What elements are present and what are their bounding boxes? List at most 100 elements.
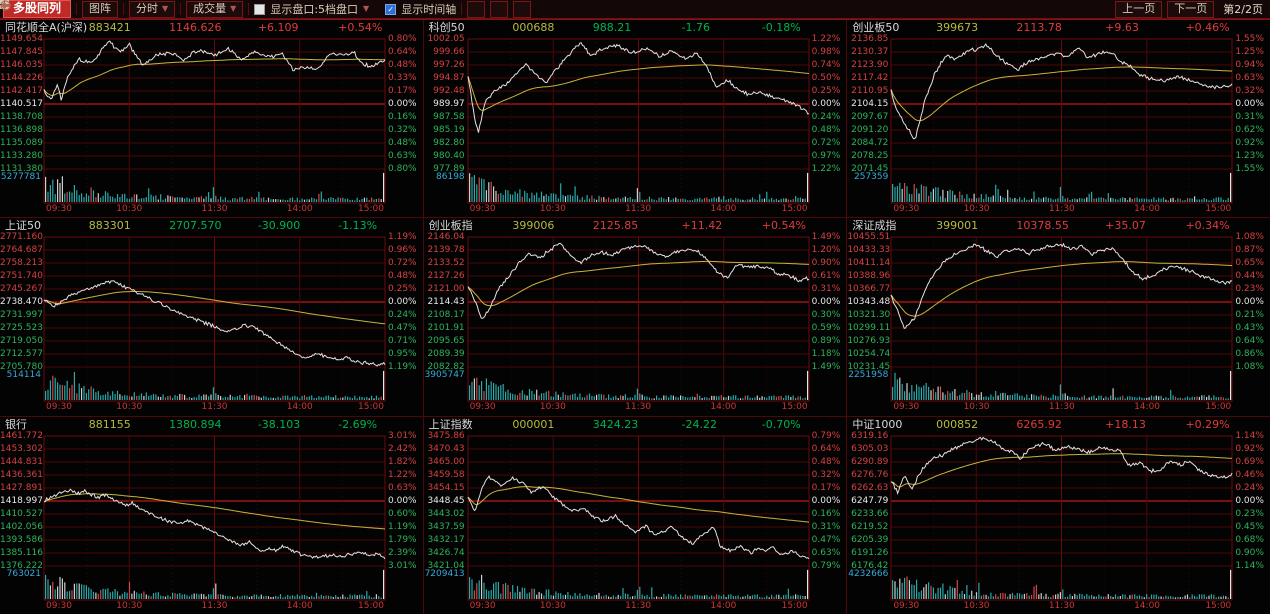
percent-axis-label: 0.59% <box>811 323 841 334</box>
percent-axis-label: 1.19% <box>388 362 417 373</box>
zoom-in-button[interactable] <box>0 0 486 18</box>
percent-axis-label: 0.79% <box>811 430 841 441</box>
percent-axis-label: 0.69% <box>1235 456 1264 467</box>
time-axis-label: 14:00 <box>1134 402 1161 413</box>
price-axis-label: 2101.91 <box>427 323 465 334</box>
price-axis-label: 2091.20 <box>851 125 889 135</box>
app-mode-button[interactable]: 多股同列 <box>3 0 72 18</box>
intraday-chart[interactable]: 2771.160 2764.687 2758.213 2751.740 2745.267… <box>0 218 423 415</box>
price-axis-label: 1135.089 <box>0 138 43 148</box>
price-axis-label: 1453.302 <box>0 443 43 454</box>
time-axis-label: 11:30 <box>625 204 652 214</box>
percent-axis-label: 1.23% <box>1235 151 1264 161</box>
intraday-chart[interactable]: 2146.04 2139.78 2133.52 2127.26 2121.00 2114.… <box>424 218 847 415</box>
percent-axis-label: 0.21% <box>1235 310 1264 321</box>
period-dropdown[interactable]: 分时 ▼ <box>129 0 176 18</box>
grid-layout-label: 图阵 <box>89 2 112 15</box>
percent-axis-label: 0.96% <box>388 245 417 256</box>
percent-axis-label: 0.95% <box>388 349 417 360</box>
orderbook-checkbox[interactable] <box>254 3 266 15</box>
percent-axis-label: 0.65% <box>1235 258 1264 269</box>
stock-panel[interactable]: 同花顺全A(沪深) 883421 1146.626 +6.109 +0.54% … <box>0 20 423 218</box>
price-axis-label: 1385.116 <box>0 547 43 558</box>
percent-axis-label: 1.49% <box>811 362 841 373</box>
stock-panel[interactable]: 上证指数 000001 3424.23 -24.22 -0.70% 3475.8… <box>423 416 847 614</box>
percent-axis-label: 0.25% <box>811 86 841 96</box>
percent-axis-label: 0.92% <box>1235 138 1264 148</box>
percent-axis-label: 3.01% <box>388 430 417 441</box>
next-page-button[interactable]: 下一页 <box>1167 0 1215 18</box>
toolbar: 多股同列 图阵 分时 ▼ 成交量 ▼ 显示盘口:5档盘口 ▼ ✓ 显示时间轴 上… <box>0 0 1270 19</box>
price-axis-label: 2123.90 <box>851 60 889 70</box>
time-axis-label: 14:00 <box>710 402 737 413</box>
percent-axis-label: 1.22% <box>388 469 417 480</box>
intraday-chart[interactable]: 1149.654 1147.845 1146.035 1144.226 1142.417… <box>0 20 423 217</box>
undo-arrow-icon <box>1 1 10 10</box>
time-axis-label: 14:00 <box>286 204 313 214</box>
chevron-down-icon[interactable]: ▼ <box>363 4 370 13</box>
prev-close-label: 1140.517 <box>0 99 43 109</box>
time-axis-label: 11:30 <box>201 600 228 611</box>
intraday-chart[interactable]: 2136.85 2130.37 2123.90 2117.42 2110.95 2104.… <box>847 20 1270 217</box>
percent-axis-label: 0.89% <box>811 336 841 347</box>
percent-axis-label: 0.31% <box>811 521 841 532</box>
price-axis-label: 6191.26 <box>851 547 889 558</box>
stock-panel[interactable]: 上证50 883301 2707.570 -30.900 -1.13% 2771… <box>0 218 423 416</box>
stock-name: 上证指数 <box>428 417 473 431</box>
price-axis-label: 10254.74 <box>847 349 891 360</box>
indicator-dropdown[interactable]: 成交量 ▼ <box>186 0 244 18</box>
stock-price: 2113.78 <box>1016 21 1062 34</box>
intraday-chart[interactable]: 1002.05 999.66 997.26 994.87 992.48 989.97 987… <box>424 20 847 217</box>
timeaxis-checkbox[interactable]: ✓ <box>385 3 397 15</box>
price-axis-label: 2705.780 <box>0 362 43 373</box>
percent-axis-label: 0.32% <box>811 469 841 480</box>
stock-panel[interactable]: 科创50 000688 988.21 -1.76 -0.18% 1002.05 9… <box>423 20 847 218</box>
stock-change: +11.42 <box>681 219 723 233</box>
stock-panel[interactable]: 中证1000 000852 6265.92 +18.13 +0.29% 6319… <box>847 416 1270 614</box>
stock-panel[interactable]: 深证成指 399001 10378.55 +35.07 +0.34% 10455… <box>847 218 1270 416</box>
price-axis-label: 982.80 <box>433 138 465 148</box>
price-axis-label: 6233.66 <box>851 508 889 519</box>
volume-value-label: 2251958 <box>848 370 889 381</box>
time-axis-label: 11:30 <box>201 402 228 413</box>
stock-price: 3424.23 <box>592 417 639 431</box>
intraday-chart[interactable]: 1461.772 1453.302 1444.831 1436.361 1427.891… <box>0 417 423 614</box>
stock-panel[interactable]: 创业板指 399006 2125.85 +11.42 +0.54% 2146.0… <box>423 218 847 416</box>
zoom-out-button[interactable] <box>0 0 509 18</box>
percent-axis-label: 0.00% <box>811 99 841 109</box>
stock-panel[interactable]: 创业板50 399673 2113.78 +9.63 +0.46% 2136.8… <box>847 20 1270 218</box>
price-axis-label: 6290.89 <box>851 456 889 467</box>
panel-header: 上证50 883301 2707.570 -30.900 -1.13% <box>0 218 423 233</box>
percent-axis-label: 0.33% <box>388 73 417 83</box>
chart-canvas <box>467 435 810 601</box>
page-indicator: 第2/2页 <box>1223 3 1263 16</box>
intraday-chart[interactable]: 6319.16 6305.03 6290.89 6276.76 6262.63 6247.… <box>847 417 1270 614</box>
percent-axis-label: 1.14% <box>1235 560 1264 571</box>
intraday-chart[interactable]: 10455.51 10433.33 10411.14 10388.96 10366.77… <box>847 218 1270 415</box>
undo-button[interactable] <box>1 0 532 18</box>
stock-change-pct: -2.69% <box>338 417 378 431</box>
panel-header: 中证1000 000852 6265.92 +18.13 +0.29% <box>847 417 1270 432</box>
prev-page-button[interactable]: 上一页 <box>1115 0 1163 18</box>
time-axis-label: 14:00 <box>710 600 737 611</box>
time-axis-label: 09:30 <box>893 204 920 214</box>
price-axis-label: 985.19 <box>433 125 465 135</box>
percent-axis-label: 1.55% <box>1235 164 1264 174</box>
grid-layout-button[interactable]: 图阵 <box>0 0 119 18</box>
price-axis-label: 2136.85 <box>851 34 889 44</box>
time-axis-label: 15:00 <box>1205 204 1232 214</box>
price-axis-label: 1133.280 <box>0 151 43 161</box>
stock-panel[interactable]: 银行 881155 1380.894 -38.103 -2.69% 1461.7… <box>0 416 423 614</box>
price-axis-label: 1436.361 <box>0 469 43 480</box>
chart-canvas <box>467 236 810 402</box>
stock-name: 深证成指 <box>852 219 897 233</box>
price-axis-label: 997.26 <box>433 60 465 70</box>
stock-change-pct: +0.54% <box>338 21 383 34</box>
price-axis-label: 2127.26 <box>427 271 465 282</box>
timeaxis-label: 显示时间轴 <box>401 3 457 16</box>
percent-axis-label: 0.00% <box>1235 297 1264 308</box>
stock-change: -38.103 <box>257 417 301 431</box>
price-axis-label: 2117.42 <box>851 73 889 83</box>
percent-axis-label: 0.43% <box>1235 323 1264 334</box>
intraday-chart[interactable]: 3475.86 3470.43 3465.00 3459.58 3454.15 3448.… <box>424 417 847 614</box>
